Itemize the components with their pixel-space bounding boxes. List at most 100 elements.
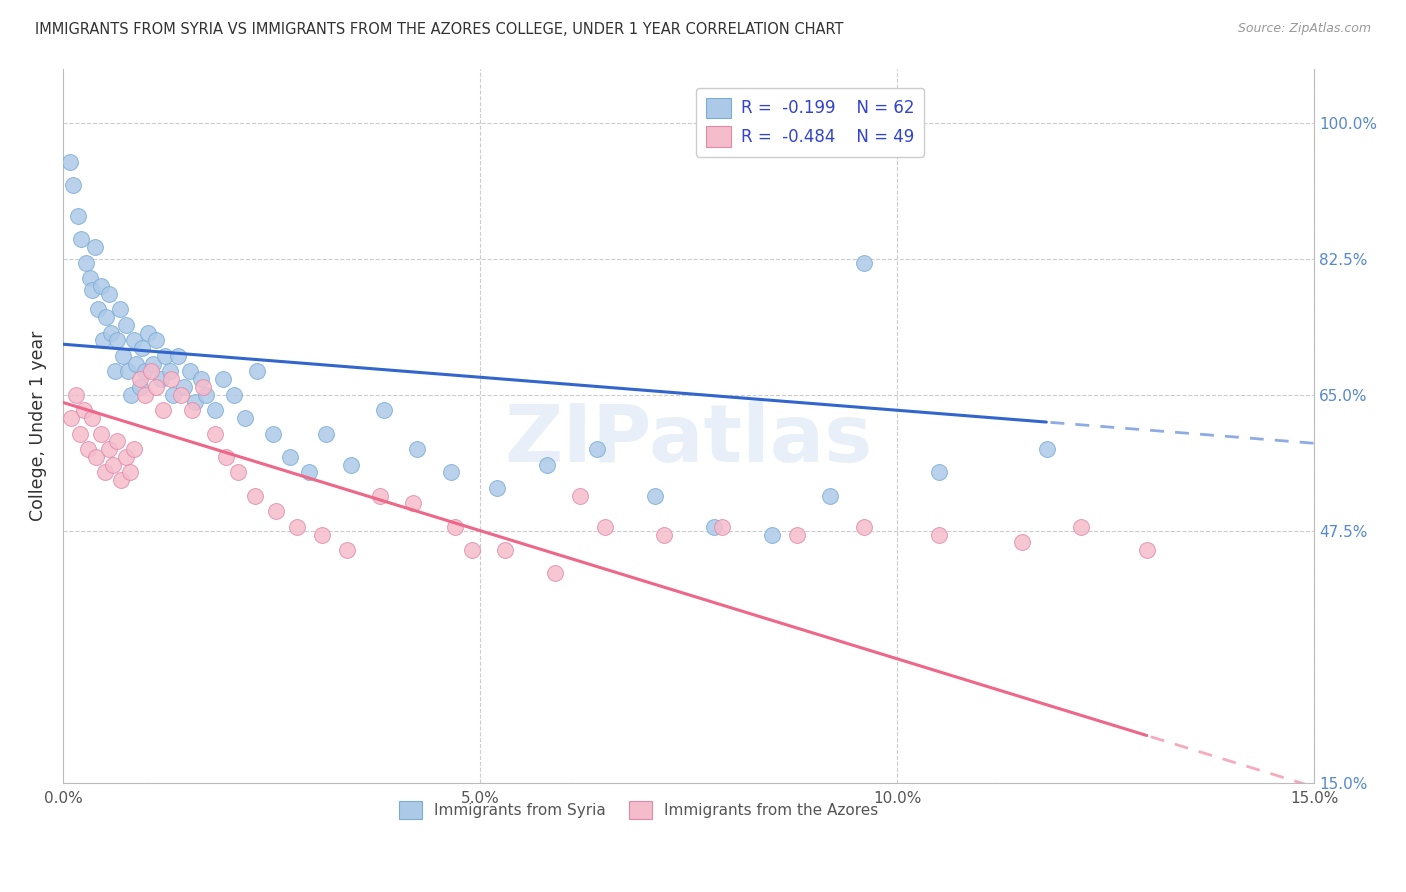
Point [820, 489, 842, 503]
Point [112, 349, 135, 363]
Point [264, 504, 287, 518]
Point [1036, 442, 1059, 456]
Point [245, 364, 267, 378]
Point [190, 372, 212, 386]
Point [110, 473, 132, 487]
Point [65, 388, 87, 402]
Point [70, 232, 93, 246]
Point [710, 520, 733, 534]
Point [406, 442, 429, 456]
Legend: Immigrants from Syria, Immigrants from the Azores: Immigrants from Syria, Immigrants from t… [392, 795, 884, 825]
Point [243, 489, 266, 503]
Point [91, 334, 114, 348]
Text: ZIPatlas: ZIPatlas [505, 401, 873, 479]
Point [278, 450, 301, 464]
Point [59, 154, 82, 169]
Point [128, 380, 150, 394]
Point [184, 395, 207, 409]
Point [928, 527, 950, 541]
Point [131, 341, 153, 355]
Point [204, 426, 226, 441]
Point [145, 334, 167, 348]
Point [125, 357, 148, 371]
Point [544, 566, 567, 581]
Point [593, 520, 616, 534]
Point [145, 380, 167, 394]
Point [114, 318, 136, 332]
Point [79, 271, 101, 285]
Point [117, 364, 139, 378]
Point [585, 442, 607, 456]
Point [108, 302, 131, 317]
Point [86, 450, 108, 464]
Point [67, 209, 90, 223]
Point [444, 520, 467, 534]
Point [339, 458, 361, 472]
Point [128, 372, 150, 386]
Point [159, 364, 181, 378]
Point [226, 466, 249, 480]
Point [160, 372, 183, 386]
Point [1136, 543, 1159, 558]
Point [105, 334, 128, 348]
Text: IMMIGRANTS FROM SYRIA VS IMMIGRANTS FROM THE AZORES COLLEGE, UNDER 1 YEAR CORREL: IMMIGRANTS FROM SYRIA VS IMMIGRANTS FROM… [35, 22, 844, 37]
Point [928, 466, 950, 480]
Point [153, 349, 176, 363]
Point [101, 458, 124, 472]
Point [82, 411, 104, 425]
Point [69, 426, 91, 441]
Point [75, 255, 97, 269]
Point [97, 286, 120, 301]
Point [139, 364, 162, 378]
Point [440, 466, 463, 480]
Point [368, 489, 391, 503]
Point [136, 326, 159, 340]
Point [285, 520, 308, 534]
Point [167, 349, 190, 363]
Point [460, 543, 482, 558]
Point [1070, 520, 1092, 534]
Point [150, 372, 173, 386]
Point [73, 403, 96, 417]
Point [212, 372, 235, 386]
Y-axis label: College, Under 1 year: College, Under 1 year [30, 331, 46, 521]
Point [120, 388, 142, 402]
Point [215, 450, 238, 464]
Point [82, 283, 104, 297]
Point [195, 388, 218, 402]
Text: Source: ZipAtlas.com: Source: ZipAtlas.com [1237, 22, 1371, 36]
Point [1011, 535, 1033, 549]
Point [336, 543, 359, 558]
Point [703, 520, 725, 534]
Point [93, 466, 115, 480]
Point [644, 489, 666, 503]
Point [536, 458, 558, 472]
Point [152, 403, 174, 417]
Point [142, 357, 165, 371]
Point [96, 310, 118, 324]
Point [77, 442, 100, 456]
Point [60, 411, 83, 425]
Point [262, 426, 284, 441]
Point [222, 388, 245, 402]
Point [179, 364, 201, 378]
Point [90, 279, 112, 293]
Point [162, 388, 184, 402]
Point [298, 466, 321, 480]
Point [652, 527, 675, 541]
Point [494, 543, 516, 558]
Point [315, 426, 337, 441]
Point [173, 380, 195, 394]
Point [181, 403, 204, 417]
Point [90, 426, 112, 441]
Point [97, 442, 120, 456]
Point [852, 520, 875, 534]
Point [134, 364, 156, 378]
Point [104, 364, 127, 378]
Point [118, 466, 141, 480]
Point [852, 255, 875, 269]
Point [83, 240, 105, 254]
Point [233, 411, 256, 425]
Point [134, 388, 156, 402]
Point [204, 403, 226, 417]
